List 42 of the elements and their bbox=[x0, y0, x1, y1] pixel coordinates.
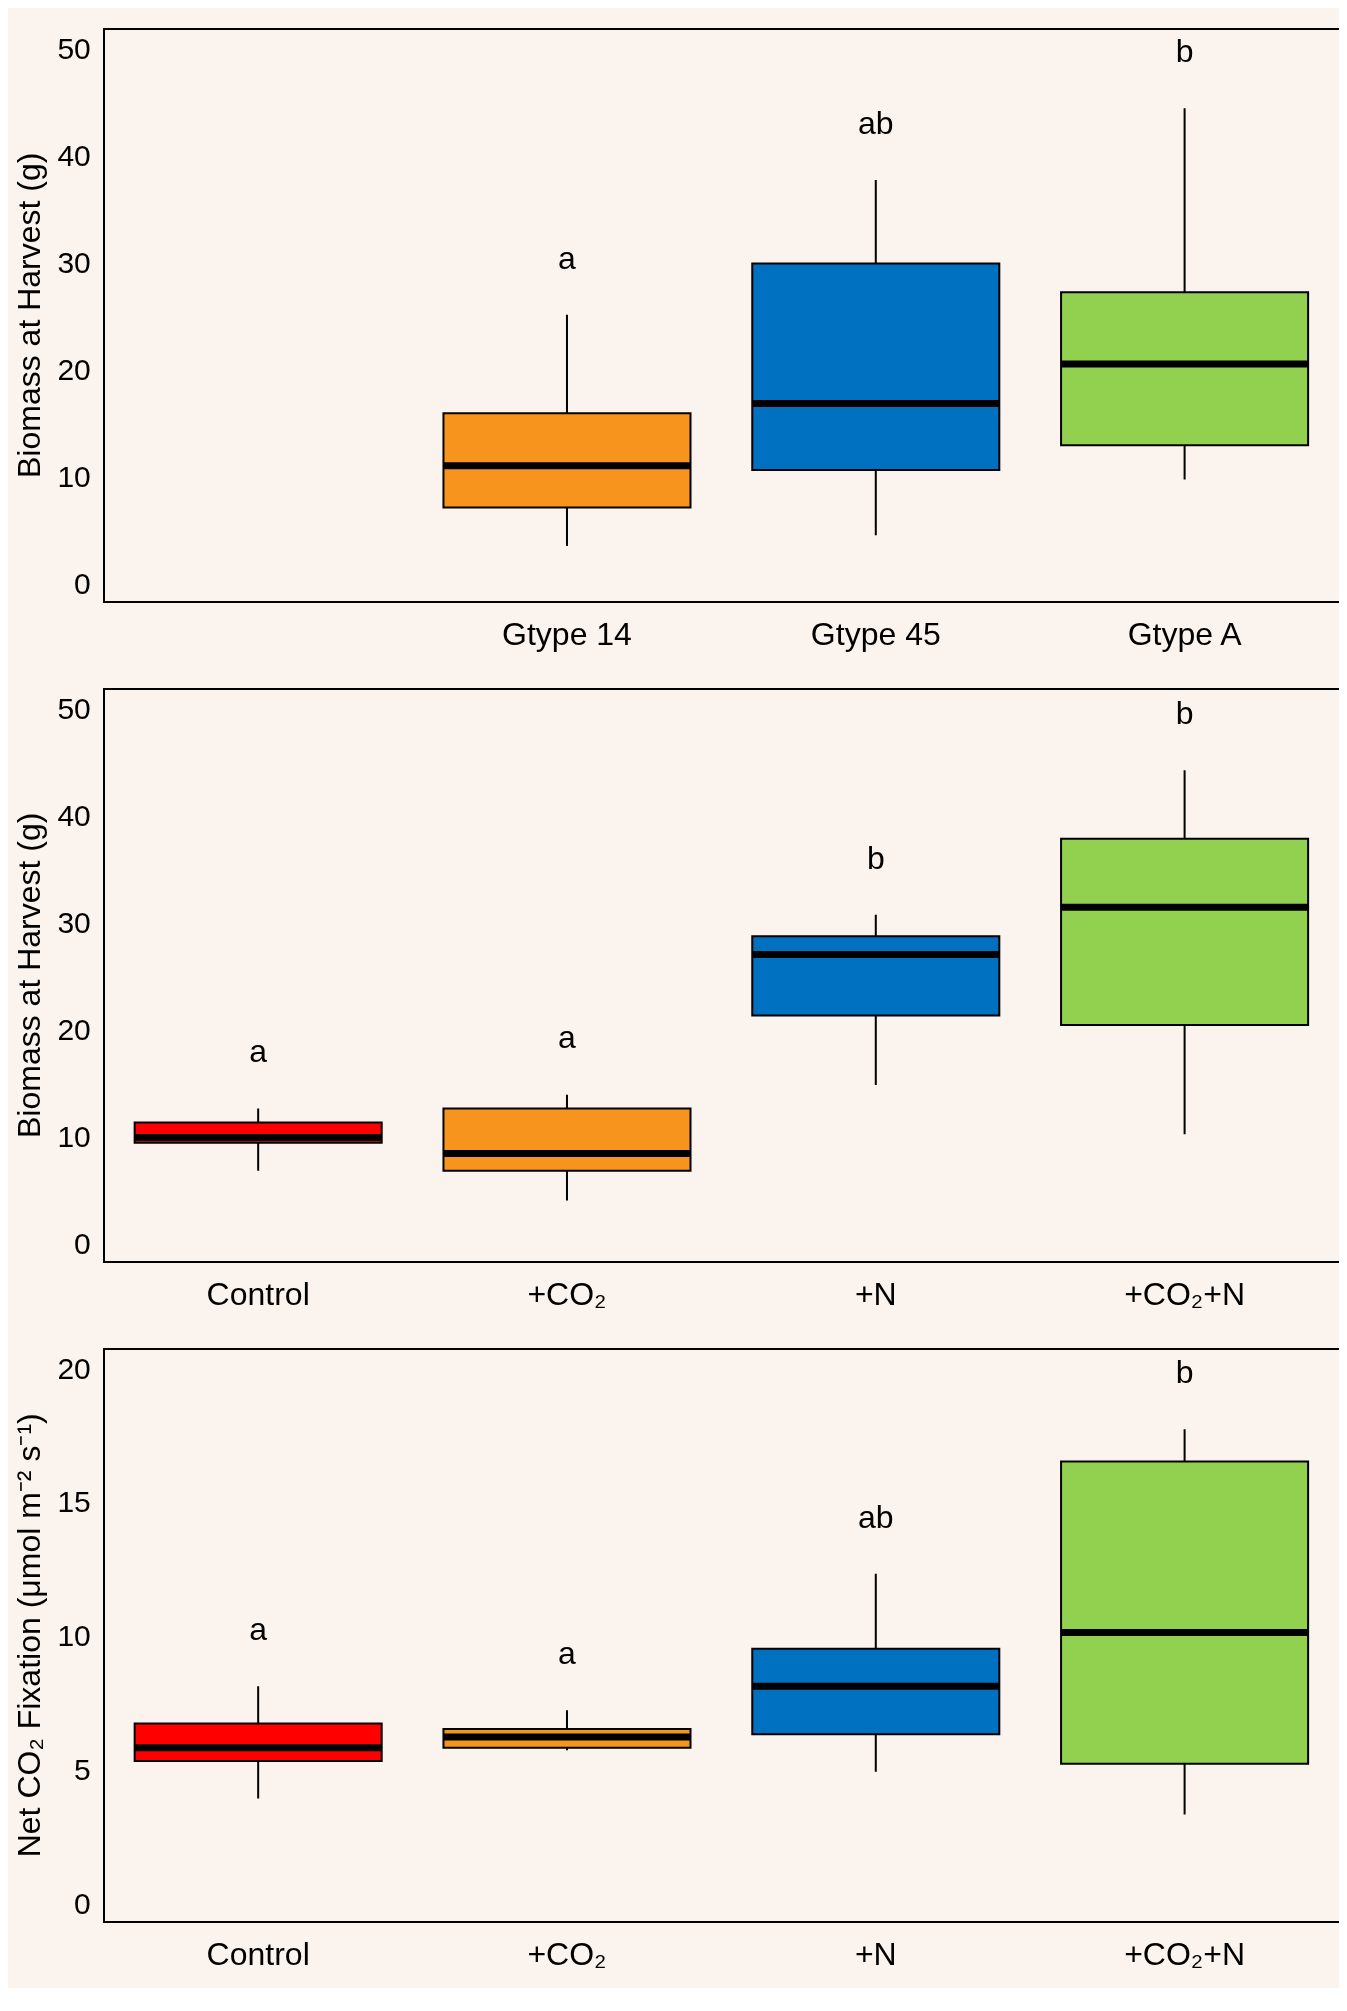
annotation: b bbox=[1175, 33, 1194, 70]
x-tick-label: Gtype A bbox=[1127, 615, 1243, 652]
annotation: b bbox=[866, 839, 885, 876]
annotation: a bbox=[558, 1019, 577, 1056]
x-tick-label: +CO₂ bbox=[527, 1275, 607, 1312]
y-tick-label: 20 bbox=[57, 1012, 91, 1046]
annotation: a bbox=[249, 1610, 268, 1647]
x-tick-label: Control bbox=[206, 1935, 310, 1972]
y-tick-label: 30 bbox=[57, 905, 91, 939]
x-tick-label: +N bbox=[854, 1935, 897, 1972]
x-tick-label: Gtype 45 bbox=[810, 615, 941, 652]
annotation: ab bbox=[857, 1498, 894, 1535]
y-tick-label: 0 bbox=[74, 1886, 91, 1920]
y-axis-title: Net CO₂ Fixation (μmol m⁻² s⁻¹) bbox=[11, 1413, 48, 1858]
y-axis-title: Biomass at Harvest (g) bbox=[11, 812, 48, 1139]
y-tick-label: 30 bbox=[57, 245, 91, 279]
x-tick-label: Control bbox=[206, 1275, 310, 1312]
y-tick-label: 40 bbox=[57, 798, 91, 832]
y-tick-label: 20 bbox=[57, 352, 91, 386]
y-tick-label: 10 bbox=[57, 1619, 91, 1653]
y-tick-label: 10 bbox=[57, 1119, 91, 1153]
y-tick-label: 50 bbox=[57, 31, 91, 65]
annotation: a bbox=[558, 239, 577, 276]
y-tick-label: 40 bbox=[57, 138, 91, 172]
y-tick-label: 15 bbox=[57, 1485, 91, 1519]
y-tick-label: 20 bbox=[57, 1351, 91, 1385]
x-tick-label: Gtype 14 bbox=[502, 615, 632, 652]
x-tick-label: +CO₂+N bbox=[1124, 1275, 1246, 1312]
x-tick-label: +N bbox=[854, 1275, 897, 1312]
y-axis-title: Biomass at Harvest (g) bbox=[11, 152, 48, 479]
y-tick-label: 0 bbox=[74, 1226, 91, 1260]
annotation: b bbox=[1175, 695, 1194, 732]
y-tick-label: 0 bbox=[74, 566, 91, 600]
annotation: b bbox=[1175, 1354, 1194, 1391]
x-tick-label: +CO₂+N bbox=[1124, 1935, 1246, 1972]
y-tick-label: 50 bbox=[57, 691, 91, 725]
annotation: a bbox=[249, 1033, 268, 1070]
y-tick-label: 10 bbox=[57, 459, 91, 493]
annotation: ab bbox=[857, 104, 894, 141]
annotation: a bbox=[558, 1635, 577, 1672]
y-tick-label: 5 bbox=[74, 1753, 91, 1787]
x-tick-label: +CO₂ bbox=[527, 1935, 607, 1972]
